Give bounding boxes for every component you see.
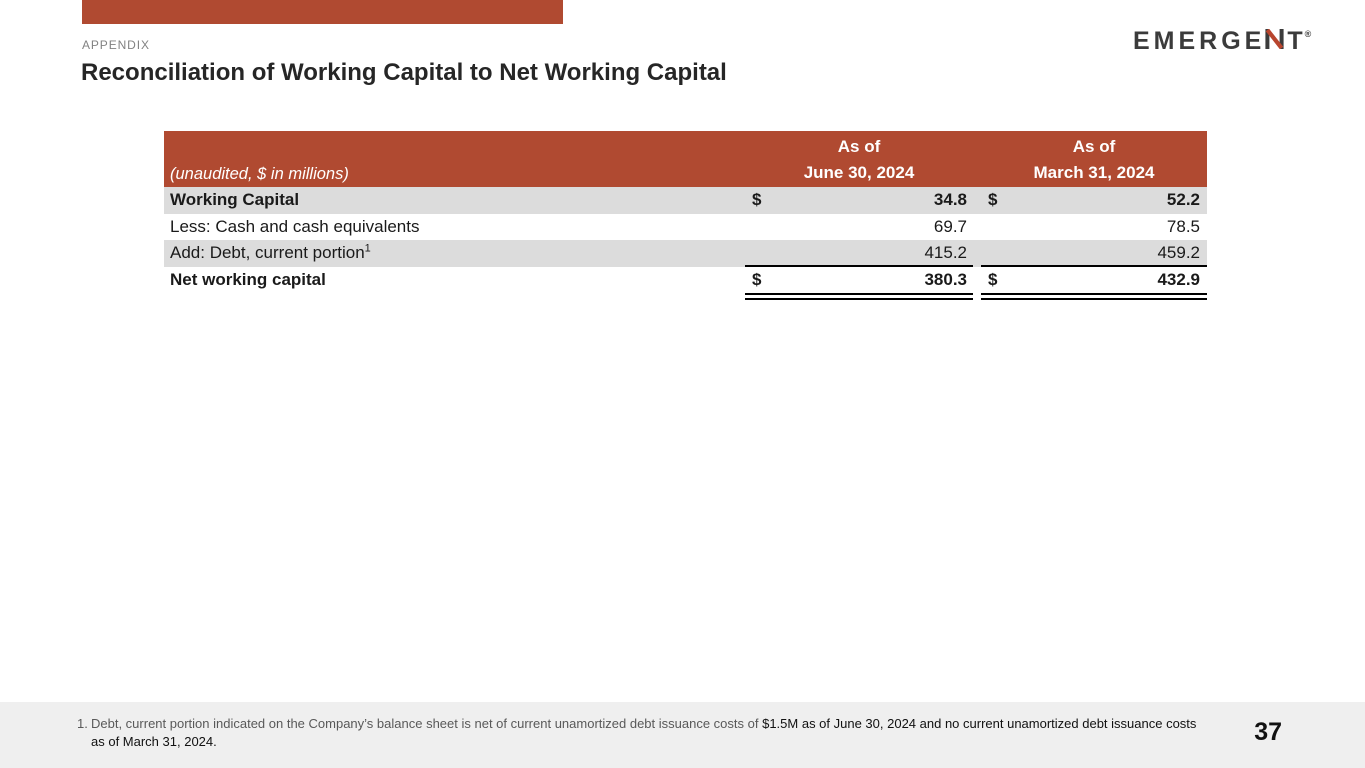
table-header-row: (unaudited, $ in millions) As of June 30… [164, 131, 1207, 187]
footnote-text-gray: Debt, current portion indicated on the C… [91, 716, 763, 731]
row-label: Less: Cash and cash equivalents [164, 217, 745, 237]
row-label: Add: Debt, current portion1 [164, 243, 745, 263]
value: 380.3 [924, 269, 967, 289]
value: 34.8 [933, 190, 967, 210]
col-header-line1: As of [1072, 137, 1116, 156]
dollar-sign: $ [752, 190, 762, 210]
page-number: 37 [1254, 718, 1282, 746]
logo-text-suffix: T [1287, 27, 1307, 55]
table-row-working-capital: Working Capital $34.8 $52.2 [164, 187, 1207, 214]
subtotal-rule-june [745, 264, 973, 267]
reconciliation-table: (unaudited, $ in millions) As of June 30… [164, 131, 1207, 300]
column-gap [973, 131, 981, 187]
footnote: 1. Debt, current portion indicated on th… [77, 715, 1197, 751]
table-row-net-working-capital: Net working capital $380.3 $432.9 [164, 267, 1207, 294]
value: 78.5 [1166, 216, 1200, 236]
logo-n-icon [1265, 27, 1284, 56]
row-label-text: Net working capital [170, 269, 326, 289]
dollar-sign: $ [988, 269, 998, 289]
total-double-rule-june [745, 293, 973, 300]
logo-text-prefix: EMERGE [1133, 27, 1266, 55]
column-header-june: As of June 30, 2024 [745, 131, 973, 187]
value-cell-march: 78.5 [981, 217, 1207, 237]
value-cell-june: 69.7 [745, 217, 973, 237]
footnote-ref: 1 [364, 242, 371, 255]
unit-label: (unaudited, $ in millions) [170, 165, 349, 183]
value-cell-june: $380.3 [745, 270, 973, 290]
row-label: Net working capital [164, 270, 745, 290]
row-label-text: Less: Cash and cash equivalents [170, 216, 420, 236]
row-label: Working Capital [164, 190, 745, 210]
value-cell-march: $52.2 [981, 190, 1207, 210]
value: 415.2 [924, 243, 967, 263]
company-logo: EMERGE T ® [1133, 27, 1313, 56]
table-row-add-debt: Add: Debt, current portion1 415.2 459.2 [164, 240, 1207, 267]
footnote-number: 1. [77, 716, 88, 731]
footnote-text-dark: $1.5M as of June 30, 2024 and no current… [91, 716, 1197, 749]
table-row-less-cash: Less: Cash and cash equivalents 69.7 78.… [164, 214, 1207, 241]
column-header-march: As of March 31, 2024 [981, 131, 1207, 187]
col-header-line2: June 30, 2024 [803, 163, 915, 182]
value-cell-june: 415.2 [745, 243, 973, 263]
value: 459.2 [1157, 243, 1200, 263]
appendix-label: APPENDIX [82, 38, 150, 52]
value-cell-june: $34.8 [745, 190, 973, 210]
page-title: Reconciliation of Working Capital to Net… [81, 59, 727, 86]
footer-strip [0, 702, 1365, 768]
dollar-sign: $ [752, 269, 762, 289]
total-double-rule-march [981, 293, 1207, 300]
value: 69.7 [933, 216, 967, 236]
value-cell-march: $432.9 [981, 270, 1207, 290]
accent-bar [82, 0, 563, 24]
value: 432.9 [1157, 269, 1200, 289]
subtotal-rule-march [981, 264, 1207, 267]
row-label-text: Working Capital [170, 190, 300, 210]
registered-mark-icon: ® [1304, 28, 1312, 39]
value: 52.2 [1166, 190, 1200, 210]
value-cell-march: 459.2 [981, 243, 1207, 263]
row-label-text: Add: Debt, current portion [170, 243, 365, 263]
col-header-line1: As of [837, 137, 881, 156]
dollar-sign: $ [988, 190, 998, 210]
col-header-line2: March 31, 2024 [1033, 163, 1155, 182]
footnote-text: Debt, current portion indicated on the C… [91, 715, 1197, 751]
